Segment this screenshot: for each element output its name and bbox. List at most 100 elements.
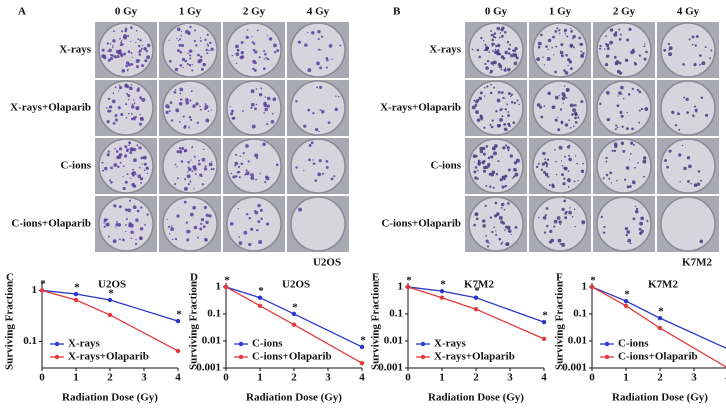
row-label: C-ions: [60, 160, 91, 172]
colony: [499, 178, 503, 182]
colony: [478, 55, 481, 59]
colony: [619, 110, 623, 114]
colony: [489, 71, 492, 74]
colony: [235, 175, 238, 178]
x-tick-label: 2: [657, 372, 663, 384]
colony: [196, 121, 200, 124]
colony: [231, 116, 235, 120]
colony: [488, 242, 490, 244]
plate: [290, 138, 346, 194]
colony: [543, 170, 546, 174]
colony: [128, 112, 130, 115]
colony: [231, 109, 234, 113]
colony: [130, 40, 132, 43]
colony: [638, 90, 642, 94]
colony: [545, 165, 548, 168]
colony: [604, 63, 609, 67]
colony: [473, 170, 477, 174]
colony: [501, 115, 504, 118]
colony: [557, 128, 561, 132]
colony: [698, 54, 702, 57]
colony: [264, 107, 268, 112]
colony: [126, 148, 129, 151]
colony: [578, 36, 582, 40]
colony: [133, 148, 137, 152]
colony: [317, 172, 322, 177]
significance-mark: *: [542, 310, 548, 322]
colony: [146, 213, 149, 216]
colony: [613, 32, 618, 37]
colony: [560, 160, 563, 162]
colony: [108, 48, 112, 53]
colony: [540, 33, 543, 37]
colony: [503, 122, 507, 126]
colony: [272, 97, 277, 102]
colony: [602, 231, 606, 234]
colony: [131, 56, 133, 58]
colony: [237, 207, 240, 210]
colony: [179, 38, 182, 41]
legend-label: X-rays: [434, 338, 466, 350]
colony: [634, 205, 637, 208]
colony: [234, 164, 237, 167]
colony: [206, 33, 209, 36]
data-point: [623, 298, 629, 304]
colony: [128, 144, 130, 146]
colony: [312, 162, 316, 165]
colony: [246, 29, 249, 31]
panel-caption: K7M2: [682, 257, 712, 269]
colony: [668, 49, 670, 51]
colony: [250, 173, 254, 177]
x-tick-label: 3: [325, 372, 331, 384]
legend-marker: [604, 354, 610, 360]
colony: [326, 58, 329, 62]
colony: [496, 26, 501, 31]
x-tick-label: 2: [291, 372, 297, 384]
colony: [200, 217, 205, 222]
colony: [177, 39, 180, 42]
colony: [682, 63, 685, 66]
colony: [625, 127, 629, 131]
colony: [546, 158, 550, 161]
y-tick-label: 0.01: [202, 335, 221, 347]
colony: [118, 205, 122, 209]
colony: [543, 105, 546, 107]
colony: [568, 60, 572, 64]
colony: [117, 50, 122, 55]
x-tick-label: 1: [73, 372, 79, 384]
plate: [98, 22, 154, 78]
colony: [514, 225, 518, 229]
data-point: [107, 297, 113, 303]
significance-mark: *: [474, 285, 480, 297]
colony: [613, 149, 617, 153]
plate: [532, 138, 588, 194]
colony: [107, 109, 111, 113]
colony: [568, 144, 571, 147]
colony: [542, 151, 546, 156]
colony: [475, 217, 479, 221]
series-line: [591, 286, 726, 349]
colony: [254, 107, 257, 111]
colony: [621, 125, 624, 128]
colony: [252, 67, 255, 71]
colony: [668, 149, 672, 153]
colony: [109, 42, 112, 45]
colony: [642, 159, 647, 164]
colony: [686, 156, 691, 160]
data-point: [223, 284, 229, 290]
colony: [547, 38, 552, 43]
colony: [120, 40, 123, 43]
colony: [125, 218, 128, 221]
colony: [256, 29, 259, 32]
colony: [626, 111, 628, 114]
colony: [109, 179, 112, 182]
plate: [290, 196, 346, 252]
colony: [174, 67, 179, 72]
colony: [117, 154, 122, 159]
colony: [563, 166, 568, 171]
colony: [582, 162, 584, 165]
colony: [195, 173, 197, 176]
colony: [251, 124, 256, 129]
colony: [125, 103, 128, 106]
colony: [114, 226, 117, 228]
